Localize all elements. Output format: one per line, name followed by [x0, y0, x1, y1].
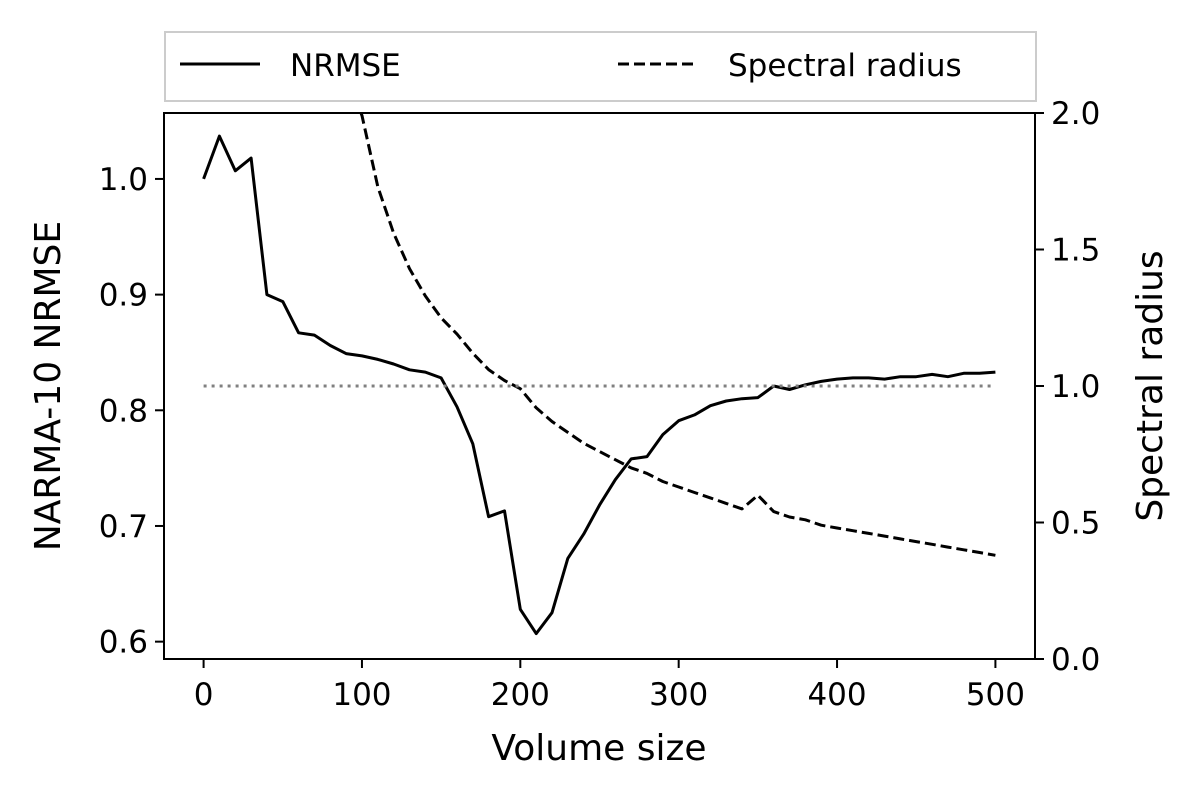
legend-label-spectral-radius: Spectral radius	[728, 48, 962, 84]
x-tick-label: 400	[807, 677, 866, 713]
x-axis-label: Volume size	[491, 728, 706, 769]
spectral-radius-line	[359, 112, 996, 557]
series-layer	[202, 112, 996, 636]
x-tick-label: 200	[491, 677, 550, 713]
y2-tick-label: 1.0	[1051, 369, 1100, 405]
left-y-axis-label: NARMA-10 NRMSE	[28, 221, 69, 551]
legend-label-nrmse: NRMSE	[290, 48, 401, 84]
x-tick-label: 0	[194, 677, 214, 713]
y2-tick-label: 2.0	[1051, 96, 1100, 132]
x-tick-label: 500	[966, 677, 1025, 713]
y2-tick-label: 0.5	[1051, 506, 1100, 542]
plot-area	[163, 112, 1036, 660]
legend: NRMSE Spectral radius	[164, 31, 1037, 102]
y-tick-label: 0.8	[99, 393, 148, 429]
x-tick-label: 100	[332, 677, 391, 713]
y-tick-label: 0.6	[99, 625, 148, 661]
plot-frame	[163, 112, 1036, 660]
y-tick-label: 0.7	[99, 509, 148, 545]
y2-tick-label: 0.0	[1051, 642, 1100, 678]
nrmse-line	[202, 134, 996, 636]
legend-box	[164, 31, 1037, 102]
x-axis: 0 100 200 300 400 500	[194, 659, 1025, 713]
y-tick-label: 0.9	[99, 278, 148, 314]
right-y-axis: 0.0 0.5 1.0 1.5 2.0	[1035, 96, 1100, 678]
x-tick-label: 300	[649, 677, 708, 713]
y-tick-label: 1.0	[99, 162, 148, 198]
y2-tick-label: 1.5	[1051, 233, 1100, 269]
left-y-axis: 0.6 0.7 0.8 0.9 1.0	[99, 162, 164, 661]
right-y-axis-label: Spectral radius	[1130, 250, 1171, 521]
